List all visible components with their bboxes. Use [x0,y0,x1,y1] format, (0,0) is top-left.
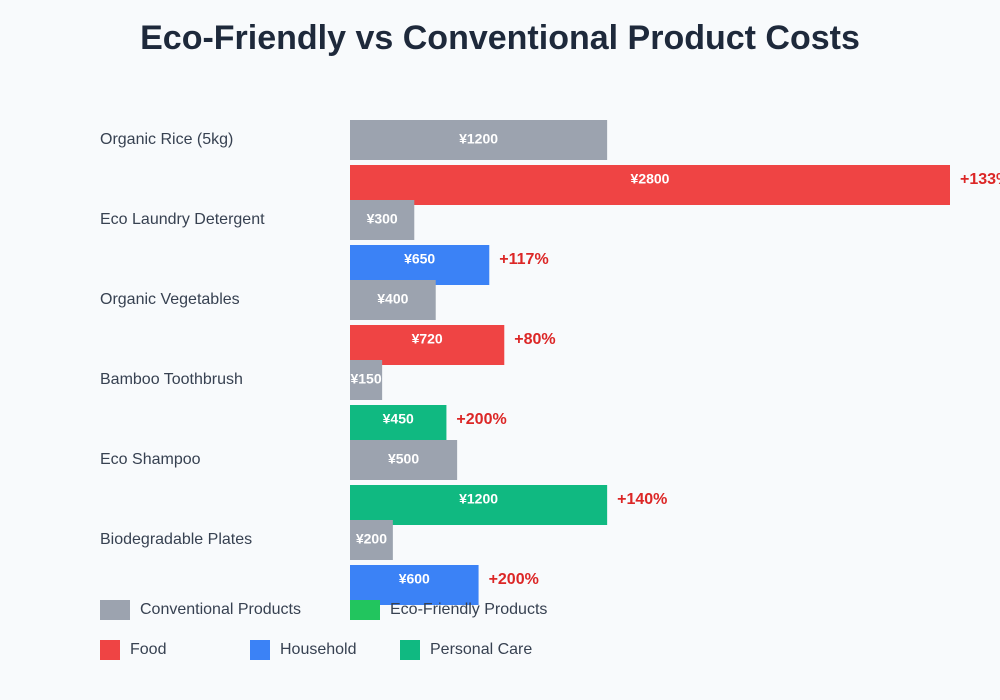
eco-bar [350,485,608,525]
eco-bar [350,325,505,365]
category-label: Eco Shampoo [100,451,201,468]
eco-bar [350,165,950,205]
value-label: ¥500 [388,451,419,467]
change-label: +140% [617,491,667,508]
legend-label: Eco-Friendly Products [390,601,547,618]
value-label: ¥450 [383,411,414,427]
conventional-bar [350,440,458,480]
legend-label: Household [280,641,357,658]
value-label: ¥400 [377,291,408,307]
legend-swatch [250,640,270,660]
change-label: +200% [456,411,506,428]
change-label: +80% [514,331,555,348]
conventional-bar [350,360,383,400]
category-label: Organic Vegetables [100,291,240,308]
legend-label: Personal Care [430,641,532,658]
eco-bar [350,565,479,605]
value-label: ¥150 [350,371,381,387]
legend-swatch [100,600,130,620]
category-label: Biodegradable Plates [100,531,252,548]
value-label: ¥2800 [631,171,670,187]
chart-title: Eco-Friendly vs Conventional Product Cos… [140,19,860,57]
conventional-bar [350,520,393,560]
legend-swatch [400,640,420,660]
category-label: Organic Rice (5kg) [100,131,233,148]
conventional-bar [350,200,415,240]
legend-swatch [100,640,120,660]
legend-swatch [350,600,380,620]
conventional-bar [350,280,436,320]
eco-bar [350,405,447,445]
value-label: ¥1200 [459,491,498,507]
value-label: ¥650 [404,251,435,267]
category-label: Eco Laundry Detergent [100,211,265,228]
value-label: ¥200 [356,531,387,547]
value-label: ¥1200 [459,131,498,147]
change-label: +117% [499,251,548,268]
change-label: +200% [489,571,539,588]
value-label: ¥720 [412,331,443,347]
value-label: ¥600 [399,571,430,587]
legend-label: Food [130,641,166,658]
category-label: Bamboo Toothbrush [100,371,243,388]
conventional-bar [350,120,608,160]
legend-label: Conventional Products [140,601,301,618]
eco-bar [350,245,490,285]
value-label: ¥300 [367,211,398,227]
change-label: +133% [960,171,1000,188]
